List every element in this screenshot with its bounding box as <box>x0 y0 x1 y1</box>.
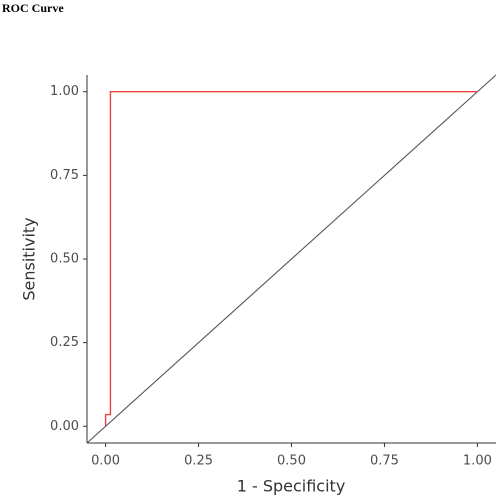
y-tick-label: 0.50 <box>50 252 79 267</box>
y-tick-label: 0.00 <box>50 419 79 434</box>
x-tick-label: 0.00 <box>91 454 120 469</box>
roc-line <box>104 91 478 427</box>
chart-title: ROC Curve <box>2 1 64 15</box>
x-axis-title: 1 - Specificity <box>237 477 346 496</box>
x-tick-label: 0.75 <box>370 454 399 469</box>
x-tick-label: 0.25 <box>184 454 213 469</box>
y-tick-label: 0.75 <box>50 168 79 183</box>
x-tick-label: 0.50 <box>277 454 306 469</box>
reference-line <box>86 74 497 444</box>
x-tick-label: 1.00 <box>463 454 492 469</box>
y-axis-title: Sensitivity <box>20 217 39 300</box>
y-tick-label: 0.25 <box>50 335 79 350</box>
y-tick-label: 1.00 <box>50 84 79 99</box>
